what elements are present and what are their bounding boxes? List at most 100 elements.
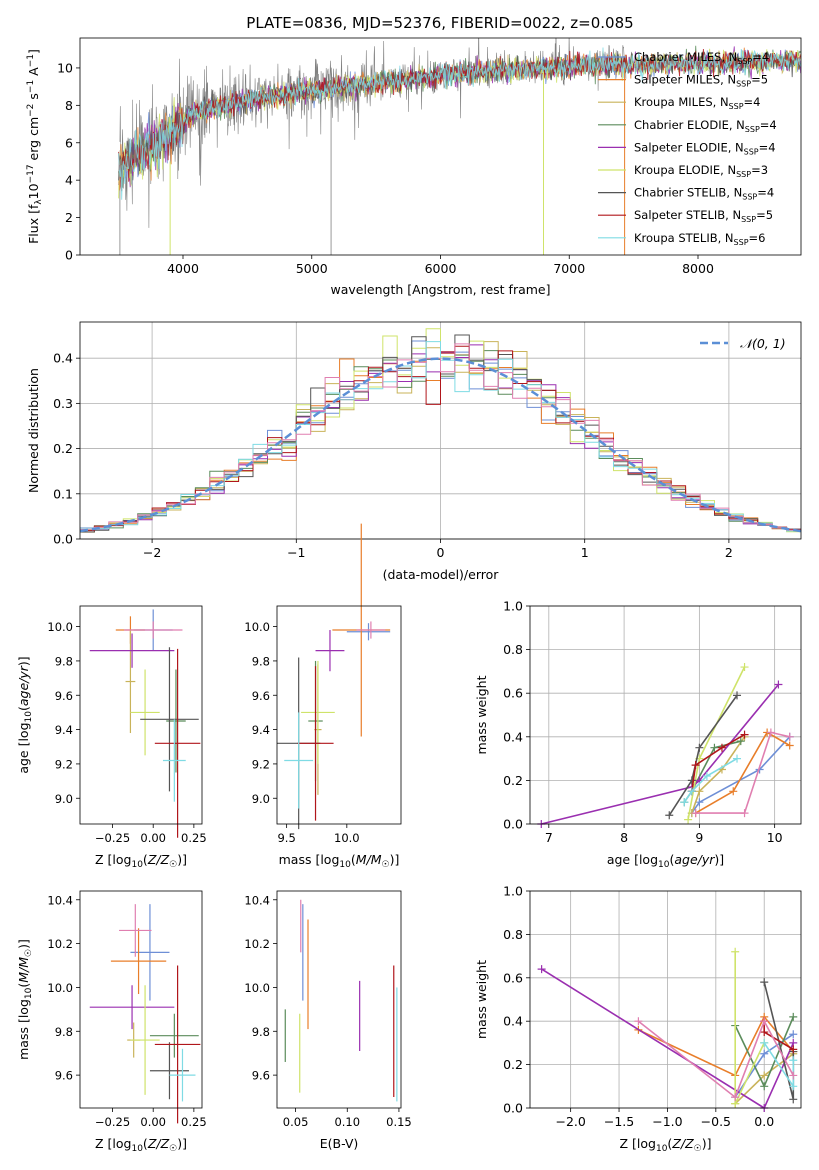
series-marker [695, 798, 704, 807]
legend-entry: 𝒩(0, 1) [740, 336, 786, 351]
series-line [638, 1015, 794, 1077]
y-tick-label: 0.2 [503, 1057, 523, 1072]
series-marker [731, 1093, 740, 1102]
y-tick-label: 0.6 [503, 686, 523, 701]
series-line [687, 666, 746, 820]
y-tick-label: 10.4 [47, 893, 73, 907]
mass-vs-EBV-xlabel: E(B-V) [320, 1136, 359, 1151]
y-tick-label: 10.0 [47, 620, 73, 634]
series-marker [680, 798, 689, 807]
x-tick-label: −0.25 [95, 831, 130, 845]
y-tick-label: 0.8 [503, 642, 523, 657]
series-marker [729, 787, 738, 796]
y-tick-label: 0.0 [503, 1101, 523, 1116]
x-tick-label: 1 [581, 545, 589, 560]
y-tick-label: 2 [65, 210, 73, 225]
series-marker [695, 743, 704, 752]
y-tick-label: 0 [65, 248, 73, 263]
y-tick-label: 9.0 [55, 792, 73, 806]
massweight-vs-age-axes: 7 8 9 10 0.0 0.2 0.4 0.6 0.8 1.0 [503, 599, 801, 845]
y-tick-label: 8 [65, 98, 73, 113]
series-line [695, 731, 790, 814]
series-marker [760, 1028, 769, 1037]
series-marker [774, 680, 783, 689]
legend-entry: Chabrier STELIB, NSSP=4 [634, 186, 774, 202]
x-tick-label: −0.5 [701, 1114, 731, 1129]
massweight-vs-Z-frame [529, 890, 802, 1109]
y-tick-label: 10.2 [47, 937, 73, 951]
series-marker [691, 809, 700, 818]
x-tick-label: 0.25 [181, 831, 207, 845]
series-line [691, 733, 745, 792]
legend-entry: Kroupa MILES, NSSP=4 [634, 95, 760, 111]
y-tick-label: 9.8 [252, 1025, 270, 1039]
y-tick-label: 0.3 [53, 396, 73, 411]
series-marker [695, 787, 704, 796]
legend-entry: Salpeter STELIB, NSSP=5 [634, 208, 773, 224]
residuals-frame [79, 321, 802, 540]
age-vs-mass-frame [276, 605, 402, 825]
age-vs-Z-xlabel: Z [log10(Z/Z☉)] [95, 852, 187, 870]
age-vs-mass-axes: 9.5 10.0 9.0 9.2 9.4 9.6 9.8 10.0 [244, 620, 359, 845]
x-tick-label: 8000 [682, 261, 714, 276]
spectrum-data [119, 38, 627, 228]
x-tick-label: −1.5 [604, 1114, 634, 1129]
series-marker [789, 1082, 798, 1091]
series-line [668, 694, 738, 816]
x-tick-label: 6000 [425, 261, 457, 276]
legend-entry: Kroupa STELIB, NSSP=6 [634, 231, 765, 247]
y-tick-label: 10.4 [244, 893, 270, 907]
series-marker [760, 1049, 769, 1058]
y-tick-label: 9.6 [252, 1069, 270, 1083]
series-marker [702, 772, 711, 781]
y-tick-label: 0.8 [503, 927, 523, 942]
y-tick-label: 9.0 [252, 792, 270, 806]
y-tick-label: 0.4 [53, 351, 73, 366]
series-marker [634, 1017, 643, 1026]
x-tick-label: 9 [695, 830, 703, 845]
spectrum-lines [118, 38, 801, 255]
y-tick-label: 6 [65, 135, 73, 150]
series-marker [789, 1012, 798, 1021]
age-vs-Z-axes: −0.25 0.00 0.25 9.0 9.2 9.4 9.6 9.8 10.0 [47, 620, 206, 845]
x-tick-label: −1 [287, 545, 305, 560]
spectrum-axes: 4000 5000 6000 7000 8000 0 2 4 6 8 10 [57, 60, 714, 276]
mass-vs-Z-xlabel: Z [log10(Z/Z☉)] [95, 1136, 187, 1154]
series-marker [789, 1045, 798, 1054]
series-marker [789, 1095, 798, 1104]
legend-entry: Salpeter MILES, NSSP=5 [634, 73, 768, 89]
x-tick-label: 4000 [167, 261, 199, 276]
series-marker [717, 743, 726, 752]
residuals-xlabel: (data-model)/error [383, 567, 500, 582]
y-tick-label: 9.6 [55, 1069, 73, 1083]
spectrum-ylabel: Flux [fλ10−17 erg cm−2 s−1 A−1] [26, 49, 44, 244]
x-tick-label: 7 [545, 830, 553, 845]
x-tick-label: 0.10 [334, 1115, 360, 1129]
series-marker [733, 691, 742, 700]
series-line [691, 736, 791, 814]
y-tick-label: 1.0 [503, 599, 523, 614]
series-marker [740, 809, 749, 818]
x-tick-label: 7000 [553, 261, 585, 276]
series-line [541, 683, 780, 825]
series-marker [760, 1071, 769, 1080]
y-tick-label: 9.4 [55, 723, 73, 737]
legend-entry: Chabrier MILES, NSSP=4 [634, 50, 769, 66]
y-tick-label: 10.2 [244, 937, 270, 951]
series-marker [691, 761, 700, 770]
y-tick-label: 0.2 [503, 773, 523, 788]
series-line [695, 731, 791, 814]
y-tick-label: 10.0 [47, 981, 73, 995]
series-marker [684, 815, 693, 824]
x-tick-label: 0.05 [283, 1115, 309, 1129]
x-tick-label: 10.0 [334, 831, 360, 845]
spectrum-legend: Chabrier MILES, NSSP=4 Salpeter MILES, NS… [598, 50, 777, 247]
series-marker [537, 965, 546, 974]
series-marker [760, 1038, 769, 1047]
series-marker [733, 754, 742, 763]
series-marker [789, 1071, 798, 1080]
normal-curve [79, 357, 802, 533]
series-line [734, 951, 765, 1105]
residuals-axes: −2 −1 0 1 2 0.0 0.1 0.2 0.3 0.4 [53, 322, 801, 560]
series-marker [789, 1056, 798, 1065]
